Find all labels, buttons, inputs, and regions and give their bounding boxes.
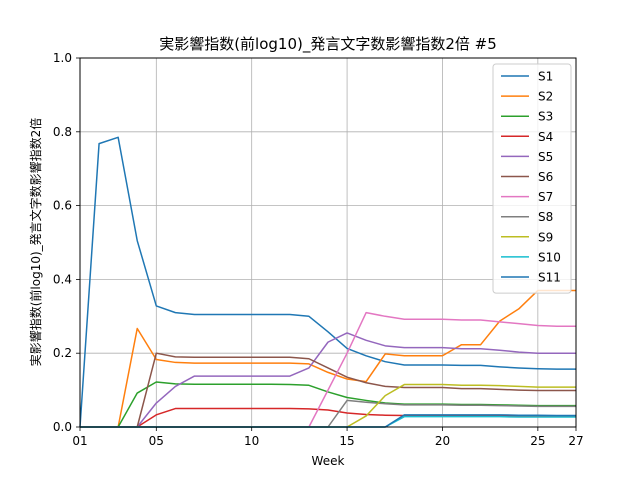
legend: S1 S2 S3 S4 S5 S6 S7 S8 S9 S10 S11 [492,63,572,294]
legend-label-s5: S5 [538,150,553,164]
legend-label-s11: S11 [538,271,561,285]
x-tick-label: 15 [339,434,354,448]
x-tick-label: 27 [568,434,583,448]
legend-label-s8: S8 [538,210,553,224]
x-tick-label: 10 [244,434,259,448]
plot-frame [79,57,577,428]
series-line-s1 [79,136,576,428]
legend-label-s3: S3 [538,110,553,124]
y-tick-label: 0.4 [53,272,72,286]
legend-label-s9: S9 [538,230,553,244]
legend-label-s2: S2 [538,90,553,104]
y-tick-label: 0.0 [53,420,72,434]
legend-box [492,63,572,294]
x-tick-label: 25 [530,434,545,448]
legend-label-s6: S6 [538,170,553,184]
y-tick-label: 0.8 [53,125,72,139]
x-tick-label: 01 [72,434,87,448]
x-axis-label: Week [312,454,345,468]
y-axis-label: 実影響指数(前log10)_発言文字数影響指数2倍 [28,118,43,367]
legend-label-s10: S10 [538,250,561,264]
chart-title: 実影響指数(前log10)_発言文字数影響指数2倍 #5 [159,35,497,54]
series-line-s10 [80,415,576,428]
tick-layer: 01 05 10 15 20 25 27 0.0 0.2 0.4 0.6 0.8 1.0 [53,51,584,448]
x-tick-label: 05 [149,434,164,448]
legend-label-s1: S1 [538,70,553,84]
series-line-s5 [80,332,576,428]
series-line-s2 [80,289,576,428]
legend-label-s4: S4 [538,130,553,144]
series-line-s4 [80,407,576,428]
y-tick-label: 0.2 [53,346,72,360]
y-tick-label: 0.6 [53,199,72,213]
series-line-s6 [80,352,576,428]
x-tick-label: 20 [435,434,450,448]
legend-label-s7: S7 [538,190,553,204]
y-tick-label: 1.0 [53,51,72,65]
